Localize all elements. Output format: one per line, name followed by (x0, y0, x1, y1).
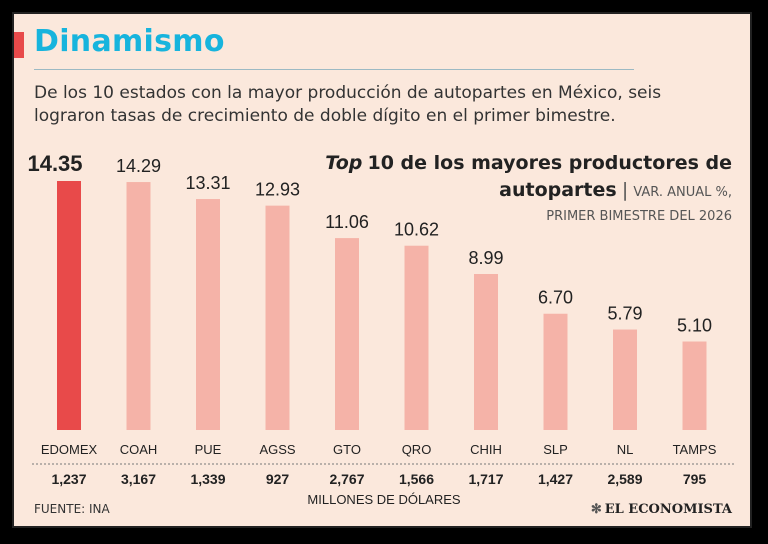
publisher-logo-text: EL ECONOMISTA (604, 502, 732, 517)
secondary-value-chih: 1,717 (468, 471, 503, 487)
bar-chih (474, 274, 498, 430)
value-label-slp: 6.70 (538, 288, 573, 308)
category-label-qro: QRO (402, 442, 432, 457)
publisher-logo: ✻ EL ECONOMISTA (591, 502, 732, 517)
chart-title-top-word: Top (325, 152, 363, 174)
secondary-value-gto: 2,767 (329, 471, 364, 487)
title-accent-bar (14, 32, 24, 58)
bar-slp (543, 313, 568, 430)
category-label-slp: SLP (543, 442, 568, 457)
chart-title: Top 10 de los mayores productores de aut… (292, 150, 732, 226)
logo-mark-icon: ✻ (590, 502, 602, 517)
bar-pue (196, 199, 220, 430)
category-label-coah: COAH (120, 442, 158, 457)
value-label-qro: 10.62 (394, 220, 439, 240)
secondary-value-agss: 927 (266, 471, 290, 487)
bar-tamps (682, 341, 707, 430)
category-label-agss: AGSS (259, 442, 295, 457)
bar-coah (126, 182, 151, 430)
category-label-gto: GTO (333, 442, 361, 457)
bar-edomex (57, 181, 81, 430)
value-label-coah: 14.29 (116, 156, 161, 176)
value-label-tamps: 5.10 (677, 316, 712, 336)
bar-agss (265, 205, 290, 430)
value-label-agss: 12.93 (255, 180, 300, 200)
secondary-value-coah: 3,167 (121, 471, 156, 487)
chart-period-label: PRIMER BIMESTRE DEL 2026 (546, 209, 732, 224)
chart-unit-label: VAR. ANUAL %, (633, 185, 732, 200)
value-label-nl: 5.79 (607, 304, 642, 324)
secondary-axis-label: MILLONES DE DÓLARES (307, 492, 460, 507)
category-label-tamps: TAMPS (673, 442, 717, 457)
title-divider (34, 69, 634, 70)
chart-title-main: 10 de los mayores productores de autopar… (367, 152, 732, 201)
bar-gto (335, 238, 359, 430)
bar-nl (613, 329, 637, 430)
secondary-value-tamps: 795 (683, 471, 707, 487)
category-label-nl: NL (617, 442, 634, 457)
value-label-pue: 13.31 (185, 173, 230, 193)
value-label-gto: 11.06 (325, 212, 369, 232)
bar-chart: 14.35 EDOMEX 1,237 14.29 COAH 3,167 13.31 PUE 1,… (27, 151, 734, 507)
secondary-value-slp: 1,427 (538, 471, 573, 487)
secondary-value-qro: 1,566 (399, 471, 434, 487)
source-note: FUENTE: INA (34, 502, 110, 516)
infographic-card: Dinamismo De los 10 estados con la mayor… (12, 12, 752, 528)
chart-title-separator: | (621, 179, 629, 201)
value-label-chih: 8.99 (468, 248, 503, 268)
page-subtitle: De los 10 estados con la mayor producció… (34, 83, 662, 126)
secondary-value-edomex: 1,237 (51, 471, 86, 487)
secondary-value-nl: 2,589 (607, 471, 642, 487)
page-title: Dinamismo (34, 24, 225, 59)
bar-qro (404, 245, 429, 430)
secondary-value-pue: 1,339 (190, 471, 225, 487)
category-label-edomex: EDOMEX (41, 442, 98, 457)
category-label-pue: PUE (195, 442, 222, 457)
category-label-chih: CHIH (470, 442, 502, 457)
value-label-edomex: 14.35 (27, 151, 82, 176)
